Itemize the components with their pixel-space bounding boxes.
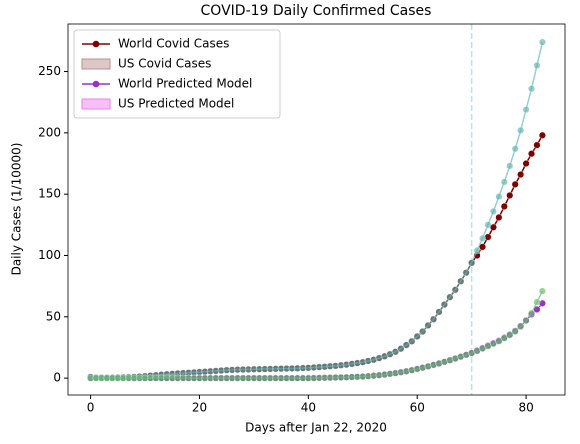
point xyxy=(500,178,508,186)
point xyxy=(489,207,497,215)
point xyxy=(468,259,476,267)
point xyxy=(506,191,514,199)
point xyxy=(522,160,530,168)
legend-swatch xyxy=(81,58,111,70)
legend-box xyxy=(73,29,281,119)
point xyxy=(451,286,459,294)
x-tick-label: 20 xyxy=(192,401,207,415)
legend-marker xyxy=(92,80,100,88)
point xyxy=(430,315,438,323)
point xyxy=(506,331,514,339)
point xyxy=(528,309,536,317)
point xyxy=(495,213,503,221)
point xyxy=(402,341,410,349)
chart-title: COVID-19 Daily Confirmed Cases xyxy=(201,3,432,19)
x-tick-label: 80 xyxy=(518,401,533,415)
legend-label: World Covid Cases xyxy=(118,37,229,51)
y-tick-label: 250 xyxy=(38,64,61,78)
point xyxy=(484,221,492,229)
x-axis-label: Days after Jan 22, 2020 xyxy=(245,421,387,435)
point xyxy=(424,321,432,329)
point xyxy=(533,141,541,149)
point xyxy=(538,287,546,295)
legend-label: US Covid Cases xyxy=(118,57,211,71)
point xyxy=(538,38,546,46)
point xyxy=(522,106,530,114)
point xyxy=(440,301,448,309)
point xyxy=(506,162,514,170)
point xyxy=(408,337,416,345)
y-tick-label: 150 xyxy=(38,187,61,201)
point xyxy=(528,150,536,158)
point xyxy=(457,277,465,285)
point xyxy=(473,247,481,255)
point xyxy=(533,61,541,69)
legend-label: US Predicted Model xyxy=(118,97,234,111)
point xyxy=(446,293,454,301)
point xyxy=(500,334,508,342)
point xyxy=(533,298,541,306)
point xyxy=(517,171,525,179)
point xyxy=(517,126,525,134)
legend-label: World Predicted Model xyxy=(118,77,252,91)
legend-marker xyxy=(92,40,100,48)
point xyxy=(500,202,508,210)
x-tick-label: 0 xyxy=(87,401,95,415)
point xyxy=(479,234,487,242)
x-tick-label: 40 xyxy=(301,401,316,415)
legend-swatch xyxy=(81,98,111,110)
x-tick-label: 60 xyxy=(410,401,425,415)
point xyxy=(522,316,530,324)
plot-frame xyxy=(67,23,566,396)
point xyxy=(413,332,421,340)
point xyxy=(435,308,443,316)
y-tick-label: 50 xyxy=(46,309,61,323)
point xyxy=(391,348,399,356)
point xyxy=(397,345,405,353)
point xyxy=(495,337,503,345)
y-tick-label: 200 xyxy=(38,125,61,139)
point xyxy=(511,145,519,153)
y-tick-label: 100 xyxy=(38,248,61,262)
point xyxy=(538,131,546,139)
point xyxy=(511,328,519,336)
point xyxy=(528,85,536,93)
point xyxy=(419,328,427,336)
point xyxy=(517,323,525,331)
point xyxy=(495,193,503,201)
point xyxy=(462,269,470,277)
y-axis-label: Daily Cases (1/10000) xyxy=(10,143,24,276)
point xyxy=(511,180,519,188)
y-tick-label: 0 xyxy=(53,371,61,385)
